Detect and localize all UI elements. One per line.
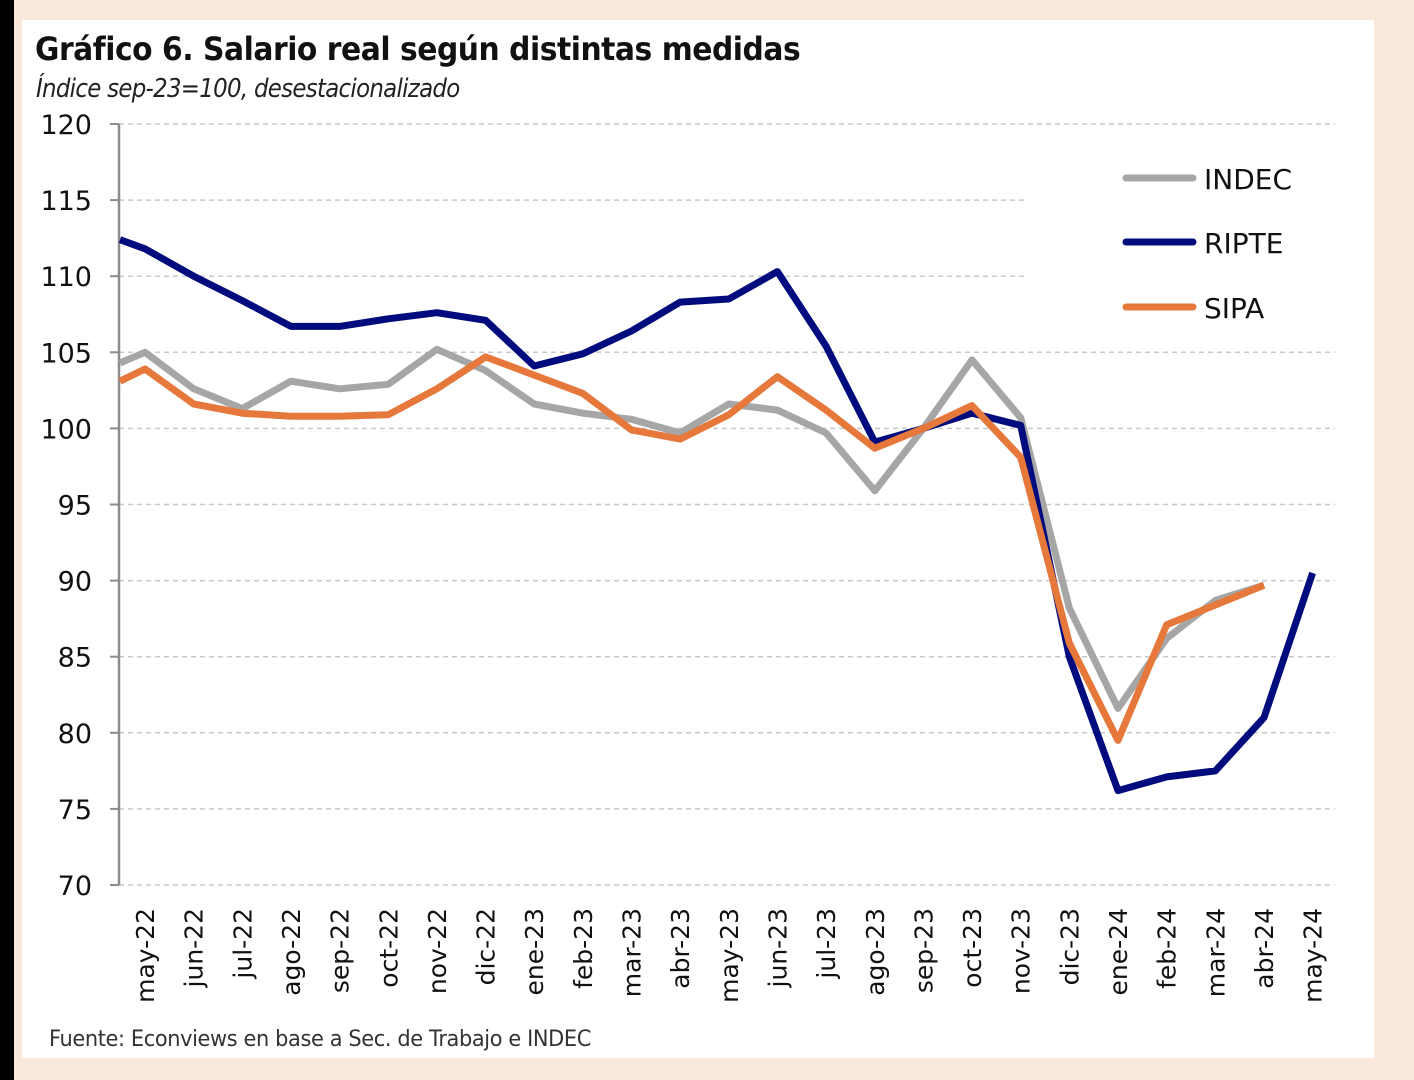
x-tick-label: sep-23 xyxy=(909,908,938,993)
x-tick-label: nov-22 xyxy=(423,908,452,994)
x-tick-label: abr-23 xyxy=(666,908,695,989)
x-tick-label: mar-24 xyxy=(1201,908,1230,997)
x-tick-label: ene-23 xyxy=(520,908,549,995)
x-tick-label: oct-23 xyxy=(958,908,987,988)
legend: INDEC RIPTE SIPA xyxy=(1122,163,1292,325)
x-tick-label: dic-22 xyxy=(472,908,501,985)
x-tick-label: may-22 xyxy=(131,908,160,1003)
x-axis: may-22 jun-22 jul-22 ago-22 sep-22 oct-22 nov-… xyxy=(131,908,1328,1003)
y-tick-label: 110 xyxy=(40,262,92,293)
y-tick-label: 75 xyxy=(58,795,92,826)
x-tick-label: may-24 xyxy=(1299,908,1328,1003)
x-tick-label: sep-22 xyxy=(326,908,355,993)
x-tick-label: jul-23 xyxy=(812,908,841,980)
y-tick-label: 120 xyxy=(40,110,92,141)
x-tick-label: dic-23 xyxy=(1055,908,1084,985)
series-line-sipa xyxy=(118,353,1266,744)
x-tick-label: jul-22 xyxy=(228,908,257,980)
x-tick-label: feb-23 xyxy=(569,908,598,989)
y-tick-label: 100 xyxy=(40,414,92,445)
x-tick-label: nov-23 xyxy=(1007,908,1036,994)
y-tick-label: 70 xyxy=(58,871,92,902)
left-edge-strip xyxy=(0,0,14,1080)
x-tick-label: oct-22 xyxy=(374,908,403,988)
x-tick-label: ago-23 xyxy=(861,908,890,996)
x-tick-label: jun-22 xyxy=(180,908,209,988)
x-tick-label: mar-23 xyxy=(618,908,647,997)
legend-label-ripte: RIPTE xyxy=(1204,227,1283,260)
y-tick-label: 80 xyxy=(58,719,92,750)
x-tick-label: feb-24 xyxy=(1153,908,1182,989)
x-tick-label: abr-24 xyxy=(1250,908,1279,989)
y-tick-label: 115 xyxy=(40,186,92,217)
source-note: Fuente: Econviews en base a Sec. de Trab… xyxy=(49,1027,591,1052)
legend-label-sipa: SIPA xyxy=(1204,292,1264,325)
series-line-indec xyxy=(118,345,1266,712)
y-axis: 70 75 80 85 90 95 100 105 110 115 120 xyxy=(40,110,121,902)
y-tick-label: 90 xyxy=(58,567,92,598)
series-line-ripte xyxy=(118,236,1316,795)
gridlines xyxy=(119,123,1335,886)
chart-subtitle: Índice sep-23=100, desestacionalizado xyxy=(36,74,460,104)
x-tick-label: may-23 xyxy=(715,908,744,1003)
x-tick-label: ene-24 xyxy=(1104,908,1133,995)
x-tick-label: jun-23 xyxy=(763,908,792,988)
legend-label-indec: INDEC xyxy=(1204,163,1292,196)
y-tick-label: 95 xyxy=(58,491,92,522)
y-tick-label: 105 xyxy=(40,338,92,369)
x-tick-label: ago-22 xyxy=(277,908,306,996)
series-lines xyxy=(118,236,1316,795)
y-tick-label: 85 xyxy=(58,643,92,674)
chart-title: Gráfico 6. Salario real según distintas … xyxy=(35,30,801,68)
